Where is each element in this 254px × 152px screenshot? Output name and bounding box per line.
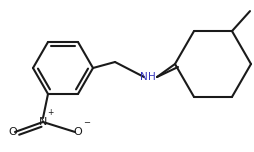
Text: O: O (8, 127, 17, 137)
Text: −: − (83, 118, 90, 127)
Text: H: H (148, 72, 156, 82)
Text: O: O (73, 127, 82, 137)
Text: N: N (140, 72, 148, 82)
Text: +: + (47, 108, 53, 117)
Text: N: N (39, 117, 47, 127)
